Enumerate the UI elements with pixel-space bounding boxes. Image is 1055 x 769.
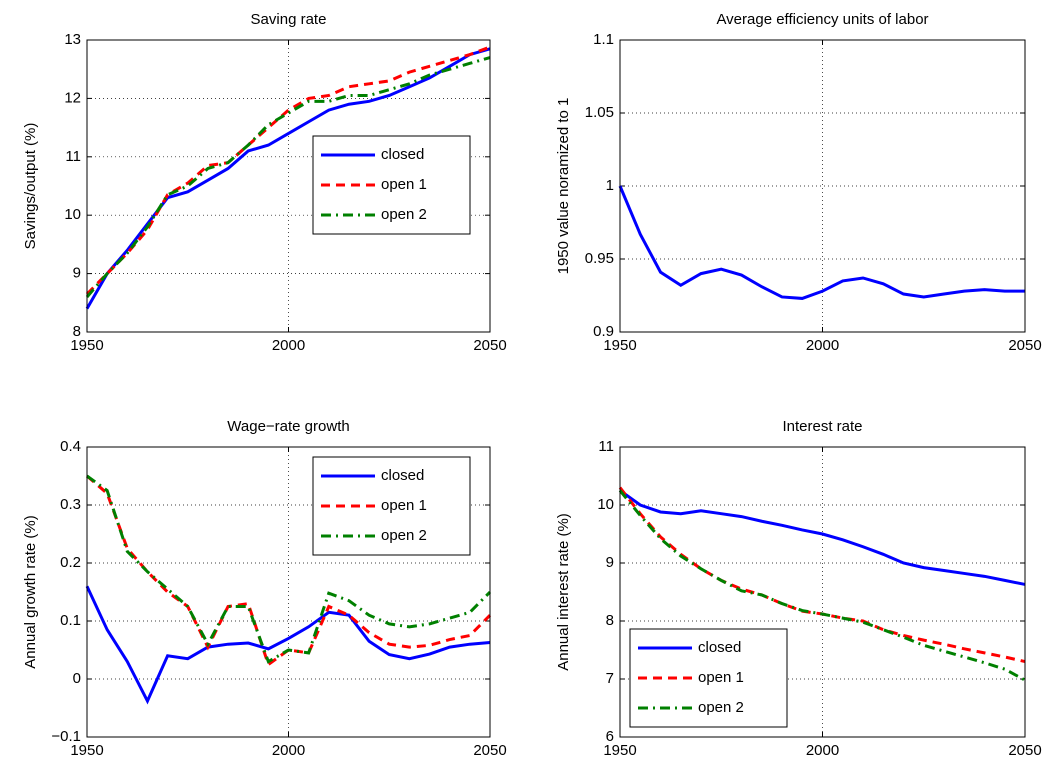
panel: 1950 2000 2050 8 9 10 11 12 13 Saving rate Savings… (22, 11, 507, 354)
x-tick-label: 2050 (1008, 337, 1041, 354)
x-tick-label: 1950 (603, 742, 636, 759)
legend-label: open 2 (698, 699, 744, 716)
data-line (618, 185, 1025, 300)
y-tick-label: 1.1 (593, 31, 614, 48)
y-tick-label: 8 (73, 323, 81, 340)
data-line (619, 489, 1026, 586)
y-tick-label: 8 (606, 612, 614, 629)
legend-label: open 1 (381, 176, 427, 193)
legend: closed open 1 open 2 (629, 628, 788, 728)
legend-label: closed (381, 467, 424, 484)
legend: closed open 1 open 2 (312, 456, 471, 556)
x-tick-label: 2000 (806, 742, 839, 759)
y-tick-label: 1.05 (585, 104, 614, 121)
legend-label: open 1 (381, 497, 427, 514)
x-tick-label: 2000 (806, 337, 839, 354)
x-tick-label: 2050 (1008, 742, 1041, 759)
x-tick-label: 1950 (603, 337, 636, 354)
panel: 1950 2000 2050 −0.1 0 0.1 0.2 0.3 0.4 Wage−rate g… (22, 418, 507, 759)
y-axis-label: Annual interest rate (%) (555, 513, 572, 671)
y-tick-label: 0.95 (585, 250, 614, 267)
legend-label: open 1 (698, 669, 744, 686)
y-tick-label: 13 (64, 31, 81, 48)
chart-title: Wage−rate growth (227, 418, 349, 435)
y-tick-label: 0 (73, 670, 81, 687)
y-tick-label: 6 (606, 728, 614, 745)
legend-label: open 2 (381, 527, 427, 544)
y-tick-label: 11 (598, 438, 614, 455)
axes-frame (86, 446, 491, 738)
y-tick-label: 12 (64, 89, 81, 106)
chart-title: Interest rate (782, 418, 862, 435)
data-line (85, 56, 491, 298)
chart-title: Saving rate (251, 11, 327, 28)
x-tick-label: 2000 (272, 742, 305, 759)
y-tick-label: 10 (597, 496, 614, 513)
y-tick-label: 0.4 (60, 438, 81, 455)
axes-frame (619, 446, 1026, 738)
y-tick-label: −0.1 (51, 728, 81, 745)
x-tick-label: 2050 (473, 337, 506, 354)
data-line (85, 585, 491, 705)
y-tick-label: 0.1 (60, 612, 81, 629)
y-tick-label: 9 (606, 554, 614, 571)
y-tick-label: 0.3 (60, 496, 81, 513)
legend-label: closed (698, 639, 741, 656)
chart-title: Average efficiency units of labor (716, 11, 928, 28)
data-line (86, 474, 492, 667)
y-tick-label: 9 (73, 265, 81, 282)
x-tick-label: 1950 (70, 337, 103, 354)
legend-label: open 2 (381, 206, 427, 223)
y-tick-label: 7 (606, 670, 614, 687)
x-tick-label: 2050 (473, 742, 506, 759)
data-line (618, 489, 1026, 682)
x-tick-label: 1950 (70, 742, 103, 759)
data-line (86, 474, 492, 664)
panel: 1950 2000 2050 0.9 0.95 1 1.05 1.1 Average effic… (555, 11, 1042, 354)
y-tick-label: 10 (64, 206, 81, 223)
y-tick-label: 0.9 (593, 323, 614, 340)
y-tick-label: 0.2 (60, 554, 81, 571)
y-axis-label: 1950 value noramized to 1 (555, 98, 572, 275)
data-line (85, 45, 491, 296)
legend-label: closed (381, 146, 424, 163)
legend: closed open 1 open 2 (312, 135, 471, 235)
axes-frame (86, 39, 491, 333)
panel: 1950 2000 2050 6 7 8 9 10 11 Interest rate Annual … (555, 418, 1042, 759)
axes-frame (619, 39, 1026, 333)
y-axis-label: Savings/output (%) (22, 123, 39, 250)
y-tick-label: 11 (65, 148, 81, 165)
y-axis-label: Annual growth rate (%) (22, 515, 39, 668)
data-line (85, 47, 491, 310)
x-tick-label: 2000 (272, 337, 305, 354)
y-tick-label: 1 (606, 177, 614, 194)
